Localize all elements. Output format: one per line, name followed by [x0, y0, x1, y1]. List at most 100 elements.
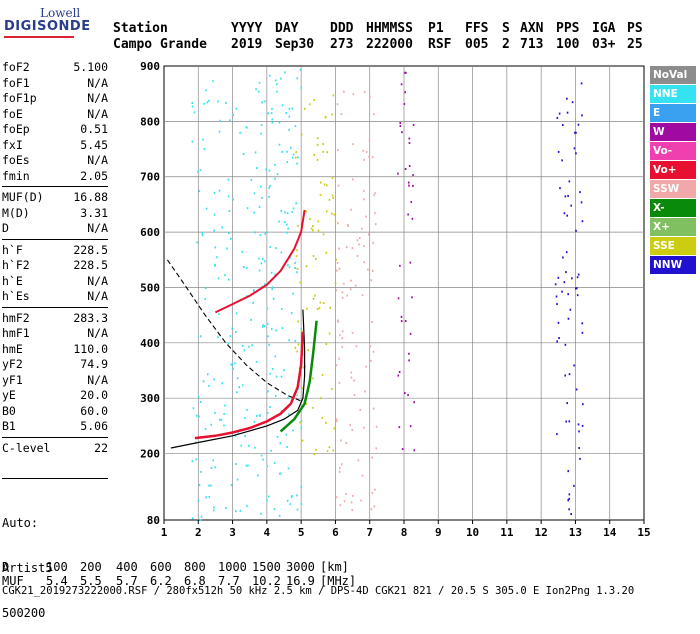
echo-point — [313, 453, 316, 456]
param-row: foF1 N/A — [2, 76, 108, 92]
echo-point — [404, 91, 407, 94]
echo-point — [345, 246, 348, 249]
echo-point — [563, 281, 566, 284]
echo-point — [564, 374, 567, 377]
echo-point — [289, 503, 292, 506]
echo-point — [556, 340, 558, 343]
param-value: 283.3 — [73, 310, 108, 325]
echo-point — [313, 153, 315, 156]
echo-point — [279, 442, 282, 445]
echo-point — [369, 345, 372, 348]
x-tick-label: 14 — [603, 526, 617, 539]
echo-point — [295, 202, 297, 205]
echo-point — [408, 137, 411, 140]
y-tick-label: 600 — [140, 226, 160, 239]
echo-point — [573, 364, 575, 367]
echo-point — [375, 425, 378, 428]
echo-point — [291, 107, 294, 110]
legend-item-e: E — [650, 104, 696, 122]
echo-point — [235, 391, 238, 394]
echo-point — [371, 156, 374, 159]
header-label-station: Station — [113, 21, 168, 36]
echo-point — [288, 413, 290, 416]
echo-point — [287, 467, 290, 470]
echo-point — [230, 484, 233, 487]
echo-point — [349, 424, 352, 427]
echo-point — [221, 226, 223, 229]
echo-point — [242, 266, 245, 269]
echo-point — [343, 90, 345, 93]
echo-point — [208, 495, 211, 498]
echo-point — [205, 89, 207, 92]
echo-point — [573, 484, 575, 487]
echo-point — [412, 123, 415, 126]
echo-point — [253, 420, 256, 423]
y-tick-label: 900 — [140, 60, 160, 73]
echo-point — [350, 371, 353, 374]
echo-point — [332, 94, 335, 97]
echo-point — [575, 229, 577, 232]
param-row: h`F 228.5 — [2, 243, 108, 259]
echo-point — [319, 301, 322, 304]
param-name: hmF1 — [2, 326, 30, 340]
echo-point — [413, 449, 416, 452]
echo-point — [234, 362, 236, 365]
echo-point — [260, 262, 263, 265]
echo-point — [411, 217, 414, 220]
echo-point — [360, 499, 362, 502]
echo-point — [300, 328, 303, 331]
echo-point — [307, 349, 309, 352]
echo-point — [568, 508, 570, 511]
echo-point — [301, 439, 304, 442]
echo-point — [570, 513, 572, 516]
echo-point — [237, 432, 240, 435]
echo-point — [335, 496, 338, 499]
echo-point — [278, 121, 281, 124]
echo-point — [335, 420, 338, 423]
param-name: M(D) — [2, 205, 30, 220]
param-row: yE 20.0 — [2, 388, 108, 404]
echo-point — [566, 402, 568, 405]
param-name: C-level — [2, 440, 51, 455]
echo-point — [254, 231, 256, 234]
echo-point — [275, 329, 277, 332]
echo-point — [224, 274, 226, 277]
echo-point — [283, 369, 285, 372]
echo-point — [337, 320, 340, 323]
param-row: h`E N/A — [2, 274, 108, 290]
echo-point — [316, 143, 319, 146]
echo-point — [255, 88, 257, 91]
echo-point — [259, 185, 262, 188]
echo-point — [298, 231, 301, 234]
echo-point — [262, 257, 264, 260]
echo-point — [338, 467, 341, 470]
param-row: yF1 N/A — [2, 373, 108, 389]
echo-point — [271, 288, 273, 291]
param-value: 0.51 — [80, 122, 108, 136]
header-value-ps: 25 — [627, 37, 643, 52]
echo-point — [310, 227, 313, 230]
echo-point — [284, 221, 286, 224]
auto-artist: Artist5 — [2, 561, 53, 575]
echo-point — [349, 288, 352, 291]
echo-point — [351, 247, 354, 250]
echo-point — [268, 74, 271, 77]
echo-point — [268, 195, 270, 198]
echo-point — [259, 234, 262, 237]
echo-point — [213, 506, 215, 509]
echo-point — [284, 71, 286, 74]
echo-point — [213, 378, 215, 381]
echo-point — [337, 319, 339, 322]
echo-point — [357, 459, 360, 462]
echo-point — [289, 256, 291, 259]
echo-point — [407, 394, 409, 397]
echo-point — [288, 339, 290, 342]
echo-point — [203, 148, 206, 151]
virtual-height-trace — [194, 331, 305, 440]
second-hop-trace — [214, 209, 306, 314]
echo-point — [286, 161, 289, 164]
echo-point — [581, 220, 584, 223]
echo-point — [408, 164, 411, 167]
echo-point — [371, 269, 374, 272]
echo-point — [253, 192, 256, 195]
